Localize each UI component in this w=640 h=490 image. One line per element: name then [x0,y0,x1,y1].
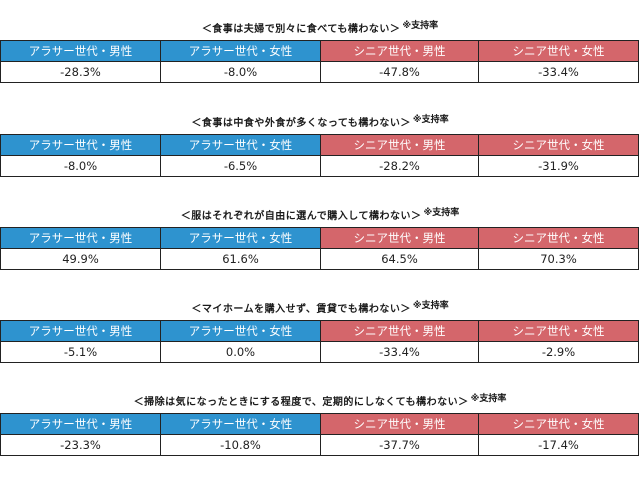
rate-value: -8.0% [160,61,321,83]
section-title-text: ＜マイホームを購入せず、賃貸でも構わない＞ [191,304,411,315]
rate-value: -17.4% [478,434,639,456]
support-rate-note: ※支持率 [402,21,439,31]
rate-table: アラサー世代・男性 アラサー世代・女性 シニア世代・男性 シニア世代・女性 -23.3%… [0,413,639,456]
rate-value: -10.8% [160,434,321,456]
section-title-text: ＜食事は夫婦で別々に食べても構わない＞ [201,24,401,35]
table-header-row: アラサー世代・男性 アラサー世代・女性 シニア世代・男性 シニア世代・女性 [0,227,639,249]
column-header: アラサー世代・女性 [160,320,321,342]
column-header: シニア世代・男性 [320,40,479,62]
rate-value: -33.4% [320,341,479,363]
section-title-text: ＜服はそれぞれが自由に選んで購入して構わない＞ [180,211,422,222]
section-title: ＜掃除は気になったときにする程度で、定期的にしなくても構わない＞ ※支持率 [0,387,640,411]
rate-value: -28.3% [0,61,161,83]
table-row: -8.0% -6.5% -28.2% -31.9% [0,155,639,177]
column-header: アラサー世代・男性 [0,40,161,62]
column-header: アラサー世代・男性 [0,413,161,435]
column-header: アラサー世代・男性 [0,320,161,342]
rate-value: -47.8% [320,61,479,83]
rate-value: 64.5% [320,248,479,270]
rate-table: アラサー世代・男性 アラサー世代・女性 シニア世代・男性 シニア世代・女性 -8.0% -… [0,134,639,177]
rate-value: 70.3% [478,248,639,270]
support-rate-note: ※支持率 [412,301,449,311]
rate-value: -23.3% [0,434,161,456]
table-row: -28.3% -8.0% -47.8% -33.4% [0,61,639,83]
section-title: ＜食事は中食や外食が多くなっても構わない＞ ※支持率 [0,108,640,132]
table-row: 49.9% 61.6% 64.5% 70.3% [0,248,639,270]
column-header: シニア世代・男性 [320,413,479,435]
rate-table: アラサー世代・男性 アラサー世代・女性 シニア世代・男性 シニア世代・女性 -28.3%… [0,40,639,83]
column-header: シニア世代・女性 [478,134,639,156]
table-header-row: アラサー世代・男性 アラサー世代・女性 シニア世代・男性 シニア世代・女性 [0,320,639,342]
support-rate-note: ※支持率 [412,115,449,125]
column-header: アラサー世代・女性 [160,134,321,156]
rate-value: 49.9% [0,248,161,270]
rate-value: -5.1% [0,341,161,363]
column-header: シニア世代・女性 [478,320,639,342]
rate-value: 0.0% [160,341,321,363]
column-header: アラサー世代・女性 [160,413,321,435]
support-rate-note: ※支持率 [470,394,507,404]
rate-value: 61.6% [160,248,321,270]
column-header: アラサー世代・男性 [0,227,161,249]
rate-value: -31.9% [478,155,639,177]
support-rate-note: ※支持率 [423,208,460,218]
rate-value: -2.9% [478,341,639,363]
section-title: ＜食事は夫婦で別々に食べても構わない＞ ※支持率 [0,14,640,38]
section-title: ＜服はそれぞれが自由に選んで購入して構わない＞ ※支持率 [0,201,640,225]
rate-value: -28.2% [320,155,479,177]
rate-table: アラサー世代・男性 アラサー世代・女性 シニア世代・男性 シニア世代・女性 49.9% 6… [0,227,639,270]
column-header: シニア世代・男性 [320,320,479,342]
rate-value: -33.4% [478,61,639,83]
column-header: シニア世代・女性 [478,413,639,435]
column-header: アラサー世代・男性 [0,134,161,156]
rate-value: -37.7% [320,434,479,456]
column-header: シニア世代・女性 [478,40,639,62]
column-header: シニア世代・男性 [320,227,479,249]
column-header: シニア世代・男性 [320,134,479,156]
section-title-text: ＜掃除は気になったときにする程度で、定期的にしなくても構わない＞ [133,397,469,408]
table-row: -23.3% -10.8% -37.7% -17.4% [0,434,639,456]
section-title-text: ＜食事は中食や外食が多くなっても構わない＞ [191,118,411,129]
table-row: -5.1% 0.0% -33.4% -2.9% [0,341,639,363]
column-header: アラサー世代・女性 [160,40,321,62]
table-header-row: アラサー世代・男性 アラサー世代・女性 シニア世代・男性 シニア世代・女性 [0,40,639,62]
rate-value: -6.5% [160,155,321,177]
table-header-row: アラサー世代・男性 アラサー世代・女性 シニア世代・男性 シニア世代・女性 [0,413,639,435]
rate-value: -8.0% [0,155,161,177]
rate-table: アラサー世代・男性 アラサー世代・女性 シニア世代・男性 シニア世代・女性 -5.1% 0… [0,320,639,363]
column-header: シニア世代・女性 [478,227,639,249]
section-title: ＜マイホームを購入せず、賃貸でも構わない＞ ※支持率 [0,294,640,318]
column-header: アラサー世代・女性 [160,227,321,249]
table-header-row: アラサー世代・男性 アラサー世代・女性 シニア世代・男性 シニア世代・女性 [0,134,639,156]
